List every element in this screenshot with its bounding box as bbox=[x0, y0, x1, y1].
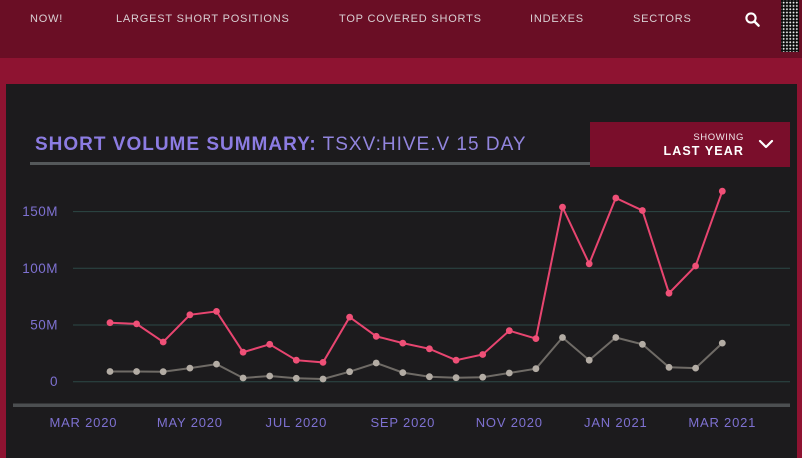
series-pink-point[interactable] bbox=[559, 203, 566, 211]
search-icon[interactable] bbox=[744, 11, 764, 29]
series-pink-point[interactable] bbox=[426, 345, 433, 353]
series-gray-point[interactable] bbox=[133, 368, 140, 375]
showing-dropdown-text: SHOWING LAST YEAR bbox=[663, 132, 744, 158]
series-gray-point[interactable] bbox=[186, 364, 194, 372]
series-gray-point[interactable] bbox=[266, 372, 274, 380]
showing-value: LAST YEAR bbox=[663, 143, 744, 158]
series-gray-point[interactable] bbox=[665, 363, 673, 371]
series-pink-point[interactable] bbox=[452, 356, 460, 364]
series-gray-point[interactable] bbox=[239, 374, 247, 382]
short-volume-panel: SHORT VOLUME SUMMARY: TSXV:HIVE.V 15 DAY… bbox=[6, 84, 797, 458]
y-tick-label: 150M bbox=[22, 204, 58, 219]
x-tick-label: MAR 2021 bbox=[688, 415, 756, 430]
series-gray-point[interactable] bbox=[452, 374, 460, 382]
nav-item-largest-short-positions[interactable]: LARGEST SHORT POSITIONS bbox=[116, 13, 290, 25]
series-pink-point[interactable] bbox=[346, 313, 353, 321]
series-pink-point[interactable] bbox=[532, 335, 540, 342]
nav-item-now[interactable]: NOW! bbox=[30, 13, 64, 25]
series-pink-point[interactable] bbox=[612, 194, 620, 202]
series-gray-point[interactable] bbox=[532, 365, 540, 373]
series-pink-point[interactable] bbox=[213, 308, 220, 315]
series-pink-point[interactable] bbox=[266, 340, 274, 348]
series-gray-line bbox=[110, 336, 723, 381]
x-tick-label: MAY 2020 bbox=[157, 415, 223, 430]
chevron-down-icon bbox=[758, 137, 774, 152]
series-pink-point[interactable] bbox=[639, 207, 646, 214]
nav-item-indexes[interactable]: INDEXES bbox=[530, 13, 584, 25]
page-title-label: SHORT VOLUME SUMMARY: bbox=[35, 134, 317, 155]
nav-item-top-covered-shorts[interactable]: TOP COVERED SHORTS bbox=[339, 13, 482, 25]
series-pink-point[interactable] bbox=[159, 338, 167, 346]
series-pink-point[interactable] bbox=[665, 289, 673, 297]
series-pink-point[interactable] bbox=[106, 319, 114, 327]
series-pink-point[interactable] bbox=[372, 332, 380, 340]
series-gray-point[interactable] bbox=[585, 356, 593, 364]
series-pink-point[interactable] bbox=[239, 348, 247, 356]
series-gray-point[interactable] bbox=[559, 334, 566, 341]
series-gray-point[interactable] bbox=[399, 369, 407, 376]
series-pink-point[interactable] bbox=[292, 356, 300, 364]
series-gray-point[interactable] bbox=[372, 359, 380, 367]
title-divider bbox=[30, 162, 593, 165]
series-gray-point[interactable] bbox=[346, 368, 353, 376]
series-pink-line bbox=[109, 190, 724, 364]
series-gray-point[interactable] bbox=[479, 373, 487, 381]
nav-item-sectors[interactable]: SECTORS bbox=[633, 13, 692, 25]
series-gray-point[interactable] bbox=[319, 375, 327, 383]
y-tick-label: 50M bbox=[30, 318, 58, 333]
page-title-value: TSXV:HIVE.V 15 DAY bbox=[322, 134, 527, 155]
y-tick-label: 0 bbox=[50, 374, 58, 389]
series-pink-point[interactable] bbox=[319, 359, 327, 366]
series-gray-point[interactable] bbox=[292, 374, 300, 382]
series-gray-point[interactable] bbox=[106, 368, 114, 375]
x-tick-label: NOV 2020 bbox=[476, 415, 543, 430]
page-title: SHORT VOLUME SUMMARY: TSXV:HIVE.V 15 DAY bbox=[35, 134, 527, 156]
showing-dropdown[interactable]: SHOWING LAST YEAR bbox=[590, 122, 790, 167]
series-pink-point[interactable] bbox=[718, 187, 726, 195]
series-gray-point[interactable] bbox=[639, 340, 646, 348]
x-tick-label: SEP 2020 bbox=[370, 415, 435, 430]
x-tick-label: JUL 2020 bbox=[266, 415, 328, 430]
series-pink-point[interactable] bbox=[505, 327, 513, 335]
series-gray-point[interactable] bbox=[505, 369, 513, 377]
halftone-pattern-decoration bbox=[781, 0, 799, 52]
series-gray-point[interactable] bbox=[213, 360, 220, 368]
y-tick-label: 100M bbox=[22, 261, 58, 276]
series-gray-point[interactable] bbox=[692, 364, 699, 372]
x-tick-label: JAN 2021 bbox=[584, 415, 648, 430]
showing-label: SHOWING bbox=[693, 131, 744, 143]
series-pink-point[interactable] bbox=[399, 339, 407, 347]
series-gray-point[interactable] bbox=[612, 334, 620, 341]
short-volume-chart: 0 50M 100M 150M MAR 2020 MAY 2020 JUL 2020 SEP … bbox=[13, 187, 790, 430]
series-pink-point[interactable] bbox=[479, 351, 487, 358]
series-pink-point[interactable] bbox=[186, 311, 194, 319]
series-pink-point[interactable] bbox=[133, 320, 140, 328]
series-gray-point[interactable] bbox=[426, 373, 433, 381]
top-nav: NOW! LARGEST SHORT POSITIONS TOP COVERED… bbox=[0, 0, 802, 58]
series-pink-point[interactable] bbox=[585, 260, 593, 268]
x-tick-label: MAR 2020 bbox=[49, 415, 117, 430]
x-axis-bar bbox=[13, 403, 790, 407]
series-gray-point[interactable] bbox=[718, 339, 726, 347]
series-pink-point[interactable] bbox=[692, 262, 699, 270]
series-gray-point[interactable] bbox=[159, 368, 167, 376]
